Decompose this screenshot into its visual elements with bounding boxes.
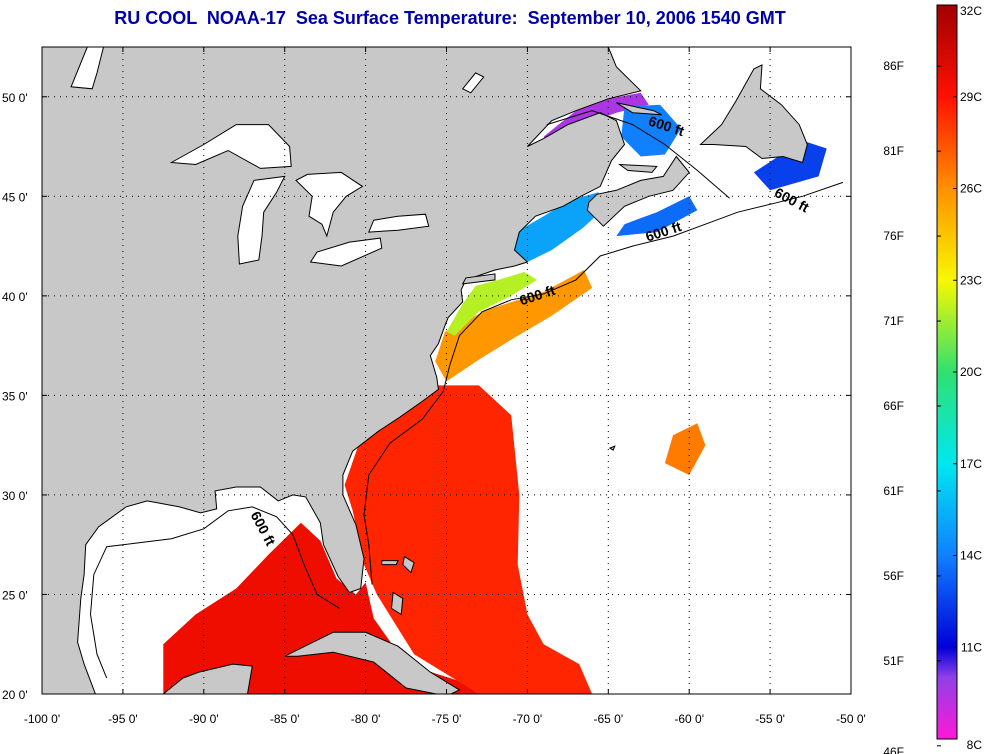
colorbar-label-fahrenheit: 61F	[883, 484, 904, 498]
depth-contour-600ft	[89, 110, 844, 679]
lake-mistassini	[461, 72, 485, 94]
land-grand-bahama	[381, 560, 399, 566]
lon-tick-label: -60 0'	[674, 712, 704, 726]
colorbar-label-celsius: 17C	[960, 457, 982, 471]
colorbar-label-fahrenheit: 66F	[883, 399, 904, 413]
lon-tick-label: -90 0'	[189, 712, 219, 726]
sst-gulf-st-lawrence	[621, 104, 682, 157]
lon-tick-label: -75 0'	[432, 712, 462, 726]
colorbar-labels: 32C 29C 26C 23C 20C 17C 14C 11C 8C 86F 81F 76F 71F 66…	[883, 4, 982, 754]
sst-southeast-atlantic	[344, 385, 593, 694]
land-north-america	[42, 47, 642, 694]
land-anticosti	[616, 102, 662, 116]
land-bahamas-andros	[390, 591, 404, 616]
lat-tick-label: 25 0'	[2, 588, 28, 602]
lake-superior	[169, 124, 292, 169]
colorbar-label-fahrenheit: 51F	[883, 654, 904, 668]
sst-mid-atlantic-shelf	[446, 272, 538, 336]
lon-tick-label: -95 0'	[108, 712, 138, 726]
sst-gulf-of-mexico	[163, 522, 479, 694]
lake-ontario	[368, 213, 430, 233]
lake-erie	[309, 237, 383, 267]
lat-tick-label: 50 0'	[2, 91, 28, 105]
lon-tick-label: -55 0'	[755, 712, 785, 726]
lake-winnipeg	[70, 47, 105, 90]
lon-tick-label: -50 0'	[836, 712, 866, 726]
sst-gulf-of-maine	[511, 192, 601, 262]
lon-tick-label: -70 0'	[513, 712, 543, 726]
colorbar-label-fahrenheit: 71F	[883, 314, 904, 328]
sst-eddy-patch	[664, 423, 706, 475]
lat-tick-label: 45 0'	[2, 190, 28, 204]
lon-tick-label: -85 0'	[270, 712, 300, 726]
sst-newfoundland-shelf	[753, 140, 827, 191]
land-yucatan	[162, 663, 253, 694]
colorbar-label-celsius: 26C	[960, 182, 982, 196]
lat-tick-label: 20 0'	[2, 688, 28, 702]
land-sable-bermuda	[608, 445, 616, 451]
map-title: RU COOL NOAA-17 Sea Surface Temperature:…	[114, 8, 786, 28]
colorbar-label-fahrenheit: 46F	[883, 745, 904, 754]
colorbar-label-fahrenheit: 56F	[883, 569, 904, 583]
land-bahamas-abaco	[402, 555, 415, 574]
lat-tick-label: 30 0'	[2, 489, 28, 503]
colorbar-label-celsius: 20C	[960, 365, 982, 379]
land-newfoundland	[699, 64, 808, 164]
colorbar-label-celsius: 11C	[961, 640, 982, 654]
lon-tick-label: -100 0'	[24, 712, 60, 726]
lat-tick-label: 40 0'	[2, 290, 28, 304]
colorbar-label-celsius: 14C	[960, 549, 982, 563]
colorbar-label-fahrenheit: 81F	[883, 144, 904, 158]
land-cuba	[284, 631, 461, 694]
sst-scotian-shelf	[616, 196, 698, 237]
land-layer	[42, 47, 808, 694]
sst-gulf-stream	[435, 270, 593, 382]
land-pei	[617, 163, 658, 173]
colorbar-label-celsius: 23C	[960, 273, 982, 287]
contour-laurentian-channel	[546, 110, 730, 199]
contour-east-coast	[363, 181, 844, 585]
contour-gulf-of-mexico	[89, 506, 340, 679]
lat-tick-label: 35 0'	[2, 389, 28, 403]
land-nova-scotia	[586, 155, 690, 227]
lake-michigan	[237, 175, 286, 265]
lake-huron	[295, 171, 364, 238]
sst-data-layer	[163, 92, 827, 694]
colorbar-label-fahrenheit: 86F	[883, 59, 904, 73]
colorbar-label-celsius: 29C	[960, 90, 982, 104]
land-long-island	[461, 273, 496, 285]
colorbar-label-celsius: 8C	[967, 738, 983, 752]
axis-ticks: -100 0' -95 0' -90 0' -85 0' -80 0' -75 0' -70…	[2, 47, 866, 726]
colorbar-label-fahrenheit: 76F	[883, 229, 904, 243]
colorbar-label-celsius: 32C	[960, 4, 982, 18]
lon-tick-label: -65 0'	[593, 712, 623, 726]
lon-tick-label: -80 0'	[351, 712, 381, 726]
